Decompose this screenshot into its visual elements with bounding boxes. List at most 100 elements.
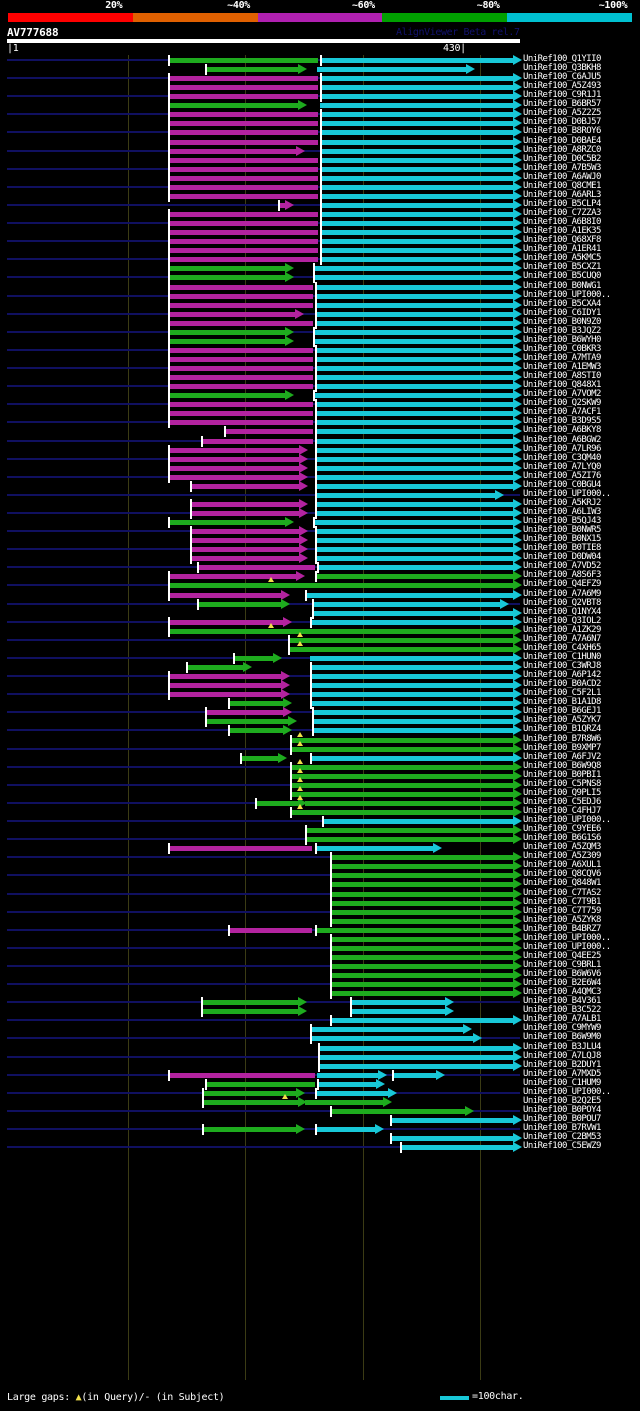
hsp-segment-cyan[interactable] — [310, 662, 522, 673]
hit-label[interactable]: UniRef100_C7TAS2 — [523, 888, 601, 898]
hit-label[interactable]: UniRef100_A7VD52 — [523, 561, 601, 571]
hit-label[interactable]: UniRef100_B6W9M0 — [523, 1032, 601, 1042]
hsp-segment-cyan[interactable] — [313, 263, 522, 274]
hit-label[interactable]: UniRef100_C9BRL1 — [523, 960, 601, 970]
hsp-segment-cyan[interactable] — [315, 417, 522, 428]
hsp-segment-cyan[interactable] — [320, 173, 522, 184]
hit-label[interactable]: UniRef100_UPI000.. — [523, 489, 611, 499]
hsp-segment-cyan[interactable] — [315, 436, 522, 447]
hit-label[interactable]: UniRef100_B5CUQ0 — [523, 271, 601, 281]
hsp-segment-magenta[interactable] — [190, 553, 308, 564]
hit-label[interactable]: UniRef100_A6BKY8 — [523, 425, 601, 435]
hsp-segment-cyan[interactable] — [320, 218, 522, 229]
hsp-segment-cyan[interactable] — [320, 82, 522, 93]
hsp-segment-cyan[interactable] — [390, 1133, 522, 1144]
hsp-segment-green[interactable] — [330, 952, 522, 963]
hsp-segment-green[interactable] — [201, 1006, 307, 1017]
hsp-segment-magenta[interactable] — [168, 164, 318, 175]
hit-label[interactable]: UniRef100_Q68XF8 — [523, 235, 601, 245]
hsp-segment-magenta[interactable] — [168, 309, 304, 320]
hsp-segment-cyan[interactable] — [315, 354, 522, 365]
hit-label[interactable]: UniRef100_A5ZQM3 — [523, 842, 601, 852]
hsp-segment-green[interactable] — [228, 725, 292, 736]
hsp-segment-magenta[interactable] — [190, 526, 308, 537]
hsp-segment-cyan[interactable] — [318, 1061, 522, 1072]
hsp-segment-green[interactable] — [228, 698, 292, 709]
hsp-segment-green[interactable] — [297, 795, 522, 808]
hsp-segment-cyan[interactable] — [313, 327, 522, 338]
hsp-segment-cyan[interactable] — [315, 508, 522, 519]
hit-label[interactable]: UniRef100_A5ZI76 — [523, 471, 601, 481]
hit-label[interactable]: UniRef100_B0TIE8 — [523, 543, 601, 553]
hit-label[interactable]: UniRef100_B5CLP4 — [523, 199, 601, 209]
hit-label[interactable]: UniRef100_C7T759 — [523, 906, 601, 916]
hit-label[interactable]: UniRef100_B3JLU4 — [523, 1042, 601, 1052]
hit-label[interactable]: UniRef100_B6W6V6 — [523, 969, 601, 979]
hsp-segment-green[interactable] — [315, 925, 522, 936]
hit-label[interactable]: UniRef100_D0C5B2 — [523, 154, 601, 164]
hsp-segment-green[interactable] — [233, 653, 282, 664]
hsp-segment-cyan[interactable] — [315, 318, 522, 329]
hit-label[interactable]: UniRef100_C3QM40 — [523, 453, 601, 463]
hit-label[interactable]: UniRef100_A8RZC0 — [523, 145, 601, 155]
hsp-segment-cyan[interactable] — [320, 155, 522, 166]
hsp-segment-magenta[interactable] — [168, 689, 290, 700]
hit-label[interactable]: UniRef100_B2DUY1 — [523, 1060, 601, 1070]
hsp-segment-green[interactable] — [330, 943, 522, 954]
hit-label[interactable]: UniRef100_B4BRZ7 — [523, 924, 601, 934]
hsp-segment-green[interactable] — [205, 1079, 315, 1090]
hsp-segment-green[interactable] — [186, 662, 252, 673]
hit-label[interactable]: UniRef100_C5EDJ6 — [523, 797, 601, 807]
hsp-segment-cyan[interactable] — [313, 336, 522, 347]
hsp-segment-cyan[interactable] — [312, 599, 509, 610]
hsp-segment-magenta[interactable] — [168, 137, 318, 148]
hsp-segment-cyan[interactable] — [315, 843, 442, 854]
hsp-segment-magenta[interactable] — [168, 372, 313, 383]
hit-label[interactable]: UniRef100_Q8CQV6 — [523, 869, 601, 879]
hsp-segment-cyan[interactable] — [320, 109, 522, 120]
hsp-segment-cyan[interactable] — [305, 590, 522, 601]
hsp-segment-magenta[interactable] — [190, 499, 308, 510]
hit-label[interactable]: UniRef100_A5Z2Z5 — [523, 108, 601, 118]
hit-label[interactable]: UniRef100_B6W9Q8 — [523, 761, 601, 771]
hsp-segment-cyan[interactable] — [310, 1033, 482, 1044]
hsp-segment-magenta[interactable] — [168, 300, 313, 311]
hit-label[interactable]: UniRef100_A8STI0 — [523, 371, 601, 381]
hsp-segment-magenta[interactable] — [168, 1070, 315, 1081]
hsp-segment-green[interactable] — [240, 753, 287, 764]
hsp-segment-green[interactable] — [168, 626, 275, 637]
hsp-segment-cyan[interactable] — [315, 282, 522, 293]
hsp-segment-green[interactable] — [330, 988, 522, 999]
hsp-segment-green[interactable] — [168, 272, 294, 283]
hsp-segment-magenta[interactable] — [168, 318, 313, 329]
hsp-segment-cyan[interactable] — [315, 372, 522, 383]
hsp-segment-cyan[interactable] — [320, 73, 522, 84]
hit-label[interactable]: UniRef100_B0ACD2 — [523, 679, 601, 689]
hit-label[interactable]: UniRef100_A6ARL3 — [523, 190, 601, 200]
hsp-segment-cyan[interactable] — [313, 517, 522, 528]
hsp-segment-green[interactable] — [330, 889, 522, 900]
hsp-segment-cyan[interactable] — [315, 309, 522, 320]
hsp-segment-magenta[interactable] — [228, 925, 312, 936]
hit-label[interactable]: UniRef100_A5KRJ2 — [523, 498, 601, 508]
hit-label[interactable]: UniRef100_UPI000.. — [523, 290, 611, 300]
hit-label[interactable]: UniRef100_UPI000.. — [523, 942, 611, 952]
hsp-segment-magenta[interactable] — [168, 399, 313, 410]
hit-label[interactable]: UniRef100_A6BGW2 — [523, 435, 601, 445]
hsp-segment-magenta[interactable] — [168, 381, 313, 392]
hsp-segment-magenta[interactable] — [168, 354, 313, 365]
hit-label[interactable]: UniRef100_B7R8W6 — [523, 734, 601, 744]
hsp-segment-magenta[interactable] — [190, 535, 308, 546]
hit-label[interactable]: UniRef100_Q8CME1 — [523, 181, 601, 191]
hsp-segment-green[interactable] — [330, 852, 522, 863]
hit-label[interactable]: UniRef100_A7MTA9 — [523, 353, 601, 363]
hsp-segment-magenta[interactable] — [168, 146, 305, 157]
hit-label[interactable]: UniRef100_C0BGU4 — [523, 480, 601, 490]
hit-label[interactable]: UniRef100_B5CXZ1 — [523, 262, 601, 272]
hit-label[interactable]: UniRef100_Q848X1 — [523, 380, 601, 390]
hsp-segment-cyan[interactable] — [310, 680, 522, 691]
hsp-segment-cyan[interactable] — [310, 1024, 472, 1035]
hit-label[interactable]: UniRef100_A1ER41 — [523, 244, 601, 254]
hit-label[interactable]: UniRef100_Q4EFZ9 — [523, 579, 601, 589]
hsp-segment-cyan[interactable] — [315, 1124, 384, 1135]
